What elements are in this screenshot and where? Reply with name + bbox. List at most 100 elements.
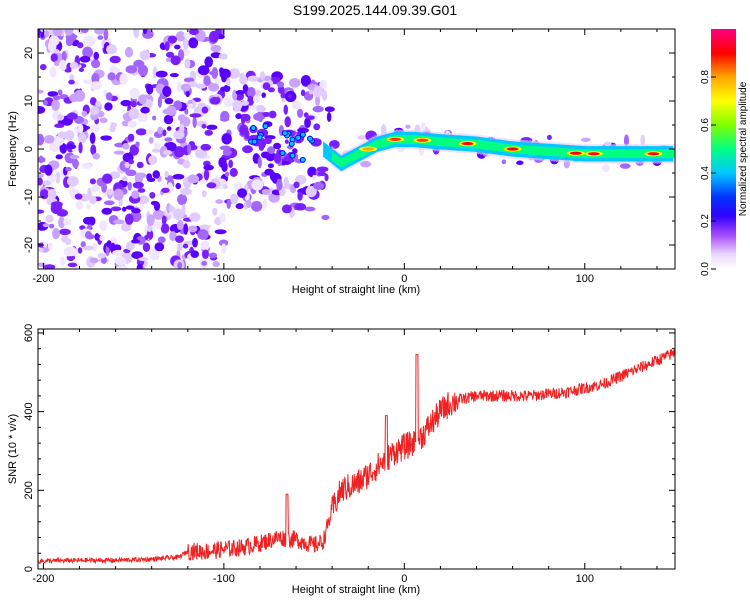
spectrogram-cell bbox=[149, 248, 159, 261]
spectrogram-cell bbox=[208, 252, 218, 259]
spectrogram-cell bbox=[281, 130, 288, 137]
spectrogram-cell bbox=[157, 96, 162, 108]
spectrogram-cell bbox=[90, 81, 102, 91]
spectrogram-cell bbox=[167, 35, 178, 44]
spectrogram-cell bbox=[228, 159, 234, 169]
spectrogram-cell bbox=[64, 130, 75, 141]
spectrogram-cell bbox=[242, 84, 249, 93]
spectrogram-cell bbox=[501, 159, 507, 165]
spectrogram-cell bbox=[122, 143, 130, 150]
spectrogram-cell bbox=[219, 117, 230, 122]
spectrogram-cell bbox=[292, 148, 298, 154]
spectrogram-cell bbox=[201, 189, 207, 198]
spectrogram-cell bbox=[59, 256, 65, 267]
ridge-peak bbox=[506, 147, 519, 151]
spectrogram-cell bbox=[89, 195, 97, 205]
spectrogram-cell bbox=[105, 244, 110, 257]
spectrogram-cell bbox=[306, 115, 315, 120]
spectrogram-cell bbox=[51, 99, 60, 111]
y-tick-label: 600 bbox=[23, 324, 35, 342]
spectrogram-cell bbox=[132, 181, 144, 189]
spectrogram-cell bbox=[136, 263, 143, 269]
spectrogram-cell bbox=[256, 134, 263, 141]
spectrogram-cell bbox=[312, 174, 317, 180]
spectrogram-cell bbox=[261, 92, 267, 98]
spectrogram-cell bbox=[124, 46, 134, 58]
spectrogram-cell bbox=[305, 185, 317, 198]
spectrogram-cell bbox=[161, 187, 170, 194]
spectrogram-cell bbox=[45, 214, 54, 223]
spectrogram-cell bbox=[260, 151, 271, 159]
spectrogram-cell bbox=[223, 84, 231, 93]
ridge-peak bbox=[569, 151, 582, 155]
spectrogram-cell bbox=[50, 53, 58, 62]
snr-y-ticks: 0 200 400 600 bbox=[23, 324, 675, 572]
spectrogram-cell bbox=[89, 106, 100, 116]
spectrogram-cell bbox=[135, 128, 147, 136]
spectrogram-cell bbox=[299, 156, 306, 163]
spectrogram-cell bbox=[201, 260, 207, 266]
spectrogram-cell bbox=[67, 262, 78, 268]
spectrogram-cell bbox=[125, 241, 135, 251]
spectrogram-cell bbox=[405, 124, 411, 129]
spectrogram-cell bbox=[87, 223, 92, 231]
spectrogram-cell bbox=[177, 193, 188, 206]
spectrogram-cell bbox=[173, 146, 185, 158]
spectrogram-cell bbox=[264, 168, 274, 176]
spectrogram-cell bbox=[235, 113, 243, 120]
spectrogram-cell bbox=[206, 124, 218, 130]
spectrogram-cell bbox=[224, 171, 230, 177]
spectrogram-cell bbox=[127, 181, 132, 191]
spectrogram-cell bbox=[90, 59, 101, 69]
spectrogram-cell bbox=[204, 129, 213, 136]
spectrogram-cell bbox=[109, 125, 116, 133]
spectrogram-cell bbox=[169, 231, 177, 242]
spectrogram-cell bbox=[208, 83, 220, 92]
spectrogram-cell bbox=[261, 188, 271, 195]
spectrogram-cell bbox=[250, 104, 257, 111]
spectrogram-cell bbox=[182, 38, 189, 50]
spectrogram-cell bbox=[157, 126, 164, 135]
spectrogram-cell bbox=[129, 87, 140, 100]
spectrogram-cell bbox=[81, 110, 88, 117]
spectrogram-cell bbox=[224, 97, 234, 107]
spectrogram-cell bbox=[232, 100, 243, 110]
spectrogram-cell bbox=[113, 150, 125, 155]
spectrogram-cell bbox=[209, 97, 221, 105]
spectrogram-cell bbox=[125, 169, 137, 177]
spectrogram-cell bbox=[183, 77, 195, 83]
spectrogram-cell bbox=[221, 243, 227, 254]
spectrogram-cell bbox=[61, 50, 67, 62]
spectrogram-cell bbox=[95, 101, 102, 108]
spectrogram-cell bbox=[110, 206, 122, 212]
spectrogram-cell bbox=[79, 55, 91, 63]
spectrogram-cell bbox=[304, 117, 311, 129]
spectrogram-cell bbox=[264, 137, 272, 145]
spectrogram-cell bbox=[239, 75, 248, 85]
spectrogram-cell bbox=[360, 160, 372, 168]
spectrogram-cell bbox=[162, 85, 172, 97]
spectrogram-cell bbox=[208, 30, 220, 43]
spectrogram-cell bbox=[188, 103, 193, 108]
spectrogram-cell bbox=[221, 161, 228, 172]
colorbar-ticks: 0.0 0.2 0.4 0.6 0.8 bbox=[700, 70, 716, 276]
spectrogram-cell bbox=[197, 229, 209, 240]
spectrogram-cell bbox=[287, 94, 292, 99]
spectrogram-cell bbox=[200, 240, 210, 251]
y-tick-label: 0 bbox=[23, 146, 35, 152]
spectrogram-cell bbox=[99, 117, 108, 124]
spectrogram-cell bbox=[189, 113, 202, 118]
spectrogram-cell bbox=[65, 143, 77, 150]
spectrogram-cell bbox=[185, 90, 190, 98]
colorbar-tick-label: 0.2 bbox=[700, 214, 711, 228]
ridge-peak bbox=[362, 147, 375, 151]
spectrogram-cell bbox=[97, 35, 104, 40]
spectrogram-cell bbox=[262, 198, 268, 210]
spectrogram-cell bbox=[168, 206, 176, 212]
spectrogram-cell bbox=[82, 216, 94, 225]
spectrogram-cell bbox=[580, 137, 591, 142]
spectrogram-cell bbox=[148, 155, 158, 165]
spectrogram-cell bbox=[63, 247, 74, 257]
spectrogram-cell bbox=[315, 95, 321, 107]
spectrogram-cell bbox=[82, 46, 94, 59]
